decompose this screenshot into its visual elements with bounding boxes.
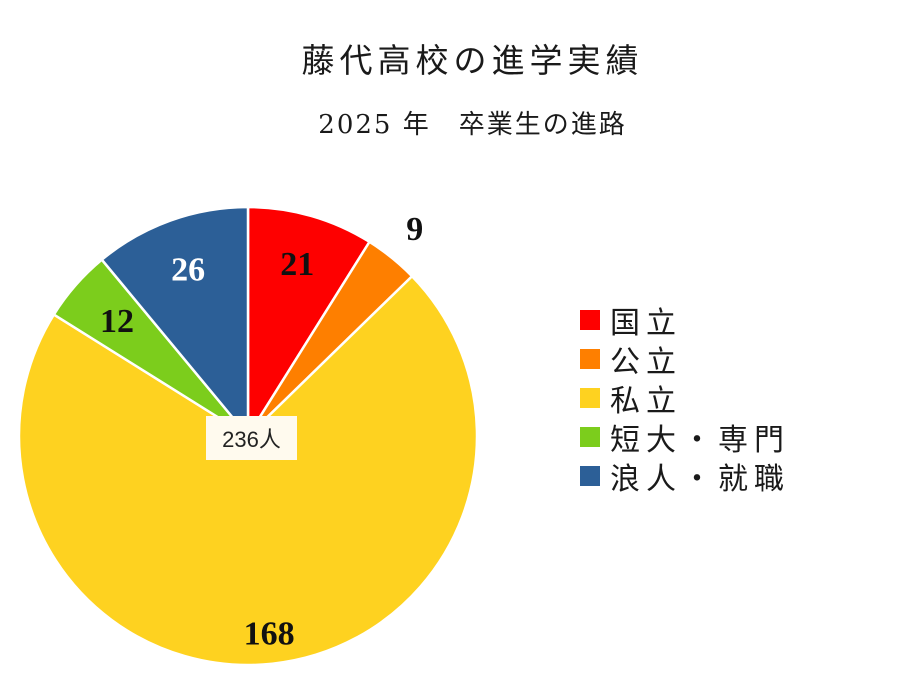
slice-value-label: 21 — [280, 246, 314, 283]
legend-label: 短大・専門 — [610, 422, 790, 458]
legend-swatch — [580, 426, 600, 447]
legend-item-public: 公立 — [580, 339, 790, 380]
legend-swatch — [580, 348, 600, 369]
legend-label: 私立 — [610, 383, 682, 419]
legend-label: 公立 — [610, 344, 682, 380]
slice-value-label: 26 — [171, 252, 205, 289]
legend-item-national: 国立 — [580, 300, 790, 341]
pie-slice-3 — [17, 274, 479, 667]
legend-item-junior-college: 短大・専門 — [580, 417, 790, 458]
legend-swatch — [580, 309, 600, 330]
legend-swatch — [580, 465, 600, 486]
slice-value-label: 9 — [406, 211, 423, 248]
chart-title: 藤代高校の進学実績 — [301, 41, 644, 80]
legend: 国立 公立 私立 短大・専門 浪人・就職 — [580, 300, 790, 497]
legend-item-private: 私立 — [580, 378, 790, 419]
slice-value-label: 168 — [244, 616, 295, 653]
slice-value-label: 12 — [100, 303, 134, 340]
legend-swatch — [580, 387, 600, 408]
chart-subtitle: 2025 年 卒業生の進路 — [318, 110, 627, 140]
total-label: 236人 — [206, 416, 297, 460]
legend-item-other: 浪人・就職 — [580, 456, 790, 497]
pie-slice-1 — [246, 205, 371, 438]
pie-slice-5 — [100, 205, 250, 438]
legend-label: 国立 — [610, 305, 682, 341]
legend-label: 浪人・就職 — [610, 461, 790, 497]
